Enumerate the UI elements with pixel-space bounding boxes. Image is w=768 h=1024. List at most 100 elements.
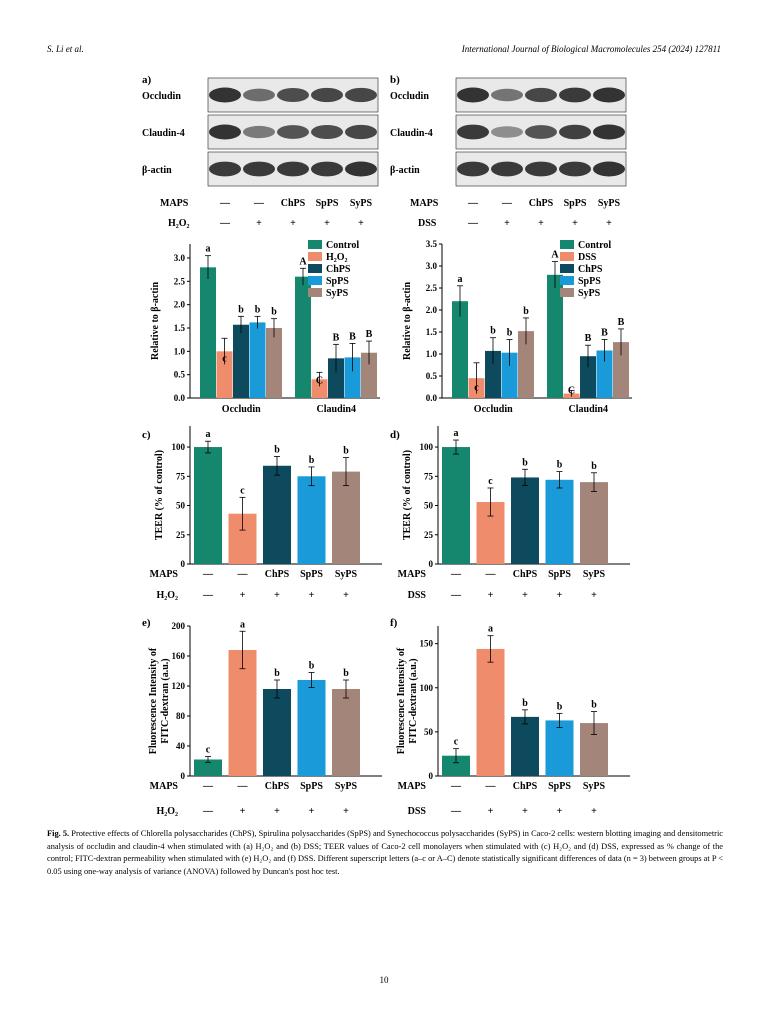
insult-value: + <box>274 806 280 817</box>
insult-value: — <box>219 218 231 229</box>
significance-letter: b <box>523 306 529 317</box>
y-tick-label: 1.5 <box>426 327 438 337</box>
bar <box>580 482 608 564</box>
maps-label: MAPS <box>150 569 179 580</box>
legend-entry: DSS <box>578 252 597 263</box>
significance-letter: B <box>618 317 625 328</box>
y-tick-label: 25 <box>176 530 186 540</box>
blot-band <box>243 161 275 177</box>
significance-letter: b <box>591 461 597 472</box>
x-category-label: Occludin <box>474 404 513 415</box>
significance-letter: c <box>488 476 493 487</box>
bar <box>216 351 233 398</box>
insult-value: + <box>274 590 280 601</box>
significance-letter: a <box>454 428 459 439</box>
blot-band <box>209 161 241 177</box>
maps-value: — <box>202 781 214 792</box>
maps-value: SpPS <box>548 781 571 792</box>
legend-swatch <box>308 276 322 285</box>
y-tick-label: 1.0 <box>174 346 186 356</box>
insult-value: — <box>202 590 214 601</box>
significance-letter: b <box>274 444 280 455</box>
y-tick-label: 75 <box>424 471 434 481</box>
bar <box>580 356 596 398</box>
maps-value: SpPS <box>564 198 587 209</box>
y-axis-label: TEER (% of control) <box>402 450 413 540</box>
legend-entry: Control <box>326 240 359 251</box>
significance-letter: c <box>240 485 245 496</box>
legend-swatch <box>560 288 574 297</box>
significance-letter: b <box>274 668 280 679</box>
significance-letter: b <box>507 327 513 338</box>
significance-letter: b <box>591 700 597 711</box>
significance-letter: b <box>271 307 277 318</box>
running-header-journal: International Journal of Biological Macr… <box>461 44 721 54</box>
y-axis-label: Fluorescence Intensity ofFITC-dextran (a… <box>148 647 171 754</box>
x-category-label: Claudin4 <box>569 404 608 415</box>
blot-band <box>277 125 309 139</box>
y-tick-label: 75 <box>176 471 186 481</box>
maps-value: — <box>485 569 497 580</box>
chart-fitc-h2o2: e) 0 40 80 120 160 200 Fluorescence Intensity … <box>142 617 382 817</box>
insult-value: + <box>504 218 510 229</box>
blot-band <box>277 88 309 102</box>
significance-letter: c <box>474 383 479 394</box>
blot-band <box>491 126 523 138</box>
bar <box>485 350 501 398</box>
insult-value: + <box>309 590 315 601</box>
maps-value: — <box>501 198 513 209</box>
significance-letter: c <box>206 745 211 756</box>
maps-value: ChPS <box>529 198 554 209</box>
y-axis-label: TEER (% of control) <box>154 450 165 540</box>
y-tick-label: 0.5 <box>426 371 438 381</box>
bar <box>249 322 266 398</box>
bar <box>328 358 344 398</box>
significance-letter: b <box>557 460 563 471</box>
insult-value: + <box>591 590 597 601</box>
blot-band <box>525 161 557 177</box>
legend-swatch <box>308 264 322 273</box>
blot-panel-a: a) MAPS — — ChPS SpPS SyPS H₂O₂ — + + + + Occlud… <box>142 74 379 229</box>
blot-band <box>311 161 343 177</box>
insult-label: DSS <box>418 218 437 229</box>
legend-swatch <box>560 252 574 261</box>
legend-entry: SyPS <box>326 288 349 299</box>
bar <box>511 477 539 564</box>
blot-band <box>491 88 523 102</box>
blot-row-label: Claudin-4 <box>390 128 433 139</box>
y-tick-label: 40 <box>176 741 186 751</box>
bar <box>545 479 574 564</box>
insult-value: + <box>606 218 612 229</box>
blot-band <box>345 87 377 103</box>
legend-entry: ChPS <box>578 264 603 275</box>
y-tick-label: 2.0 <box>426 305 438 315</box>
insult-value: — <box>450 590 462 601</box>
bar <box>194 759 222 776</box>
maps-label: MAPS <box>398 781 427 792</box>
bar <box>501 352 518 398</box>
insult-value: + <box>572 218 578 229</box>
y-tick-label: 3.5 <box>426 239 438 249</box>
y-tick-label: 100 <box>420 683 434 693</box>
chart-densitometry-h2o2: 0.0 0.5 1.0 1.5 2.0 2.5 3.0 Relative to β-actin… <box>150 240 380 415</box>
running-header-authors: S. Li et al. <box>47 44 84 54</box>
insult-label: H₂O₂ <box>156 806 178 817</box>
bar <box>361 352 377 398</box>
blot-row-label: Occludin <box>142 91 181 102</box>
bar <box>442 755 470 776</box>
legend-swatch <box>560 276 574 285</box>
y-tick-label: 3.0 <box>426 261 438 271</box>
y-tick-label: 150 <box>420 639 434 649</box>
bar <box>344 357 361 398</box>
maps-value: — <box>202 569 214 580</box>
y-tick-label: 100 <box>172 442 186 452</box>
blot-band <box>593 161 625 177</box>
significance-letter: b <box>522 698 528 709</box>
insult-value: + <box>343 806 349 817</box>
blot-band <box>243 88 275 102</box>
blot-band <box>559 161 591 177</box>
panel-label-d: d) <box>390 429 400 441</box>
chart-densitometry-dss: 0.0 0.5 1.0 1.5 2.0 2.5 3.0 3.5 Relative to β-ac… <box>402 239 632 415</box>
blot-band <box>559 87 591 103</box>
legend-entry: SyPS <box>578 288 601 299</box>
